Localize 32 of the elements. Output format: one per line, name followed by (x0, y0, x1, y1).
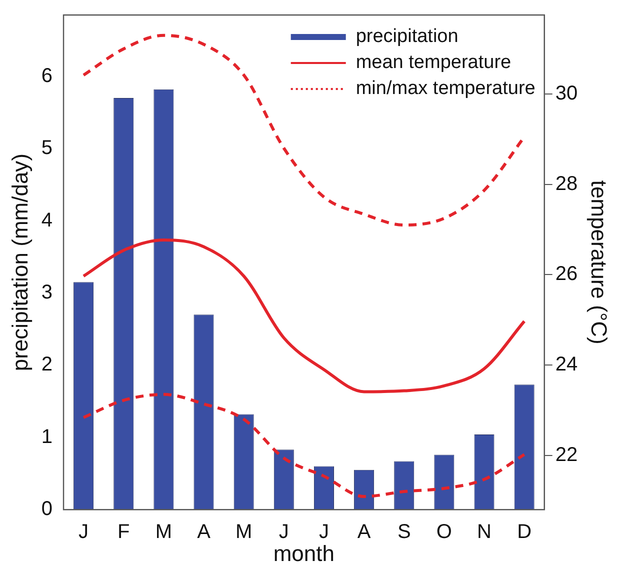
y2-tick-label: 22 (555, 444, 578, 466)
x-tick-label: S (397, 521, 411, 544)
x-tick-label: M (155, 521, 172, 544)
y-tick-label: 0 (41, 498, 53, 520)
y-tick-label: 2 (41, 354, 53, 376)
x-tick-label: J (278, 521, 289, 544)
y-tick-label: 1 (41, 426, 53, 448)
y2-tick-label: 30 (555, 82, 578, 105)
legend-label: precipitation (356, 26, 458, 48)
line-series (82, 238, 526, 394)
y-tick-label: 3 (41, 282, 53, 304)
x-tick-label: A (357, 521, 372, 544)
x-tick-label: A (197, 521, 212, 544)
y2-tick-label: 24 (555, 354, 578, 376)
x-tick-label: J (78, 521, 89, 544)
x-tick-label: N (477, 521, 492, 544)
x-tick-label: J (318, 521, 329, 544)
line-series (82, 392, 526, 498)
y-tick-label: 6 (41, 64, 53, 87)
x-tick-label: F (118, 521, 130, 544)
y-tick-label: 4 (41, 209, 53, 232)
y2-tick-label: 28 (555, 172, 578, 195)
legend-label: min/max temperature (356, 78, 536, 100)
y-tick-label: 5 (41, 137, 53, 160)
legend-label: mean temperature (356, 52, 512, 74)
x-axis-title: month (273, 540, 335, 566)
x-tick-label: D (517, 521, 532, 544)
x-tick-label: O (436, 521, 452, 544)
y2-axis-title: temperature (°C) (586, 180, 612, 344)
y-axis-title: precipitation (mm/day) (7, 153, 32, 372)
x-tick-label: M (236, 521, 252, 544)
y2-tick-label: 26 (555, 263, 578, 286)
